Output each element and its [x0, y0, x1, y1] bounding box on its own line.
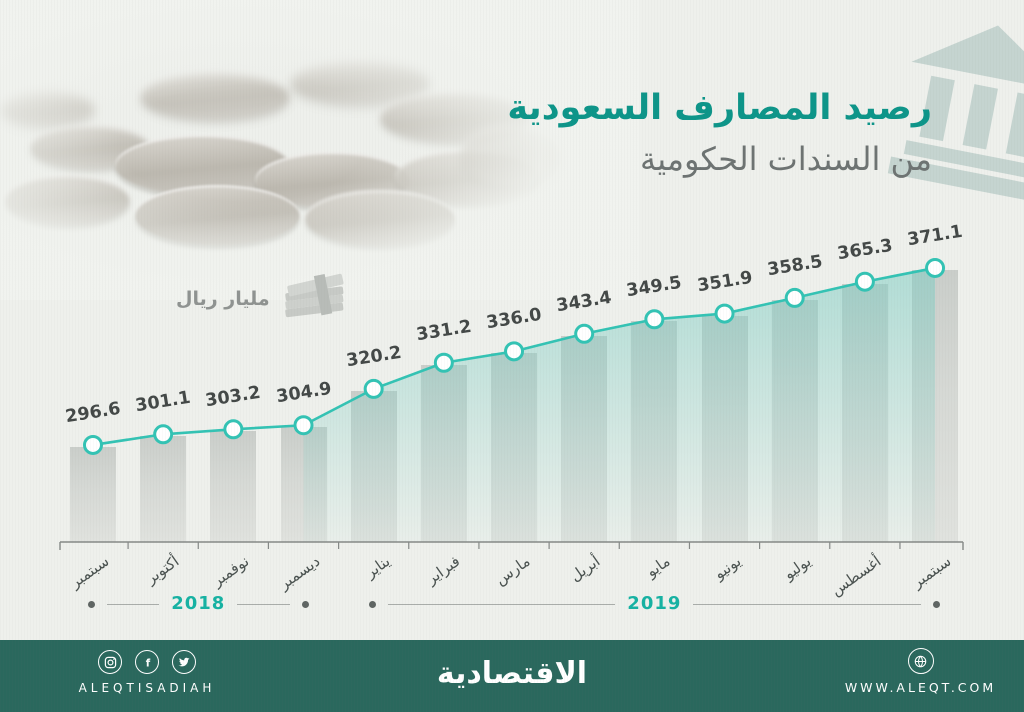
facebook-icon[interactable]: f — [135, 650, 159, 674]
bracket-line — [237, 603, 290, 605]
footer-handle-text: ALEQTISADIAH — [78, 681, 216, 695]
bracket-dot — [933, 600, 941, 608]
data-point-marker-7 — [574, 323, 595, 344]
data-point-marker-10 — [784, 287, 805, 308]
data-point-marker-12 — [925, 257, 946, 278]
instagram-icon[interactable] — [98, 650, 122, 674]
area-fill — [303, 267, 936, 542]
title-line-1: رصيد المصارف السعودية — [507, 88, 932, 128]
globe-icon — [907, 648, 934, 674]
data-point-marker-3 — [293, 415, 314, 436]
banknotes-stack-icon — [284, 273, 344, 318]
data-point-marker-9 — [714, 303, 735, 324]
bracket-dot — [88, 600, 95, 608]
bar-1 — [140, 436, 187, 542]
data-point-marker-11 — [854, 271, 875, 292]
footer-website-block: WWW.ALEQT.COM — [838, 648, 1003, 695]
data-point-marker-0 — [83, 434, 103, 455]
line-series-overlay — [59, 257, 964, 550]
data-point-marker-2 — [223, 419, 244, 440]
brand-logo-text: الاقتصادية — [436, 656, 588, 691]
bank-building-icon — [886, 25, 1024, 205]
data-point-marker-8 — [644, 309, 665, 330]
unit-label: مليار ريال — [176, 288, 270, 310]
unit-legend: مليار ريال — [176, 272, 346, 326]
year-bracket-2019: 2019 — [368, 593, 941, 614]
data-point-marker-4 — [363, 378, 384, 399]
infographic-title: رصيد المصارف السعودية من السندات الحكومي… — [507, 88, 932, 178]
twitter-icon[interactable] — [172, 650, 196, 674]
data-point-marker-6 — [504, 341, 525, 362]
bracket-dot — [368, 600, 376, 608]
year-bracket-2018: 2018 — [88, 593, 309, 614]
title-line-2: من السندات الحكومية — [640, 140, 932, 178]
year-axis-brackets: 2018 2019 — [50, 593, 995, 616]
year-label: 2018 — [171, 593, 226, 614]
svg-text:f: f — [145, 658, 150, 668]
data-point-marker-5 — [433, 352, 454, 373]
bond-holdings-chart: 296.6 301.1 303.2 304.9 320.2 331.2 336.0 343.4… — [50, 222, 995, 599]
website-link[interactable]: WWW.ALEQT.COM — [844, 680, 997, 695]
footer-bar: f ALEQTISADIAH الاقتصادية WWW.ALEQT.COM — [0, 640, 1024, 712]
footer-social-block: f ALEQTISADIAH — [52, 650, 242, 695]
bracket-line — [693, 603, 922, 605]
bracket-line — [107, 603, 160, 605]
data-point-marker-1 — [153, 424, 174, 445]
bracket-line — [387, 603, 616, 605]
bar-2 — [210, 431, 257, 542]
year-label: 2019 — [627, 593, 682, 614]
bracket-dot — [301, 600, 309, 608]
bar-0 — [70, 446, 116, 542]
